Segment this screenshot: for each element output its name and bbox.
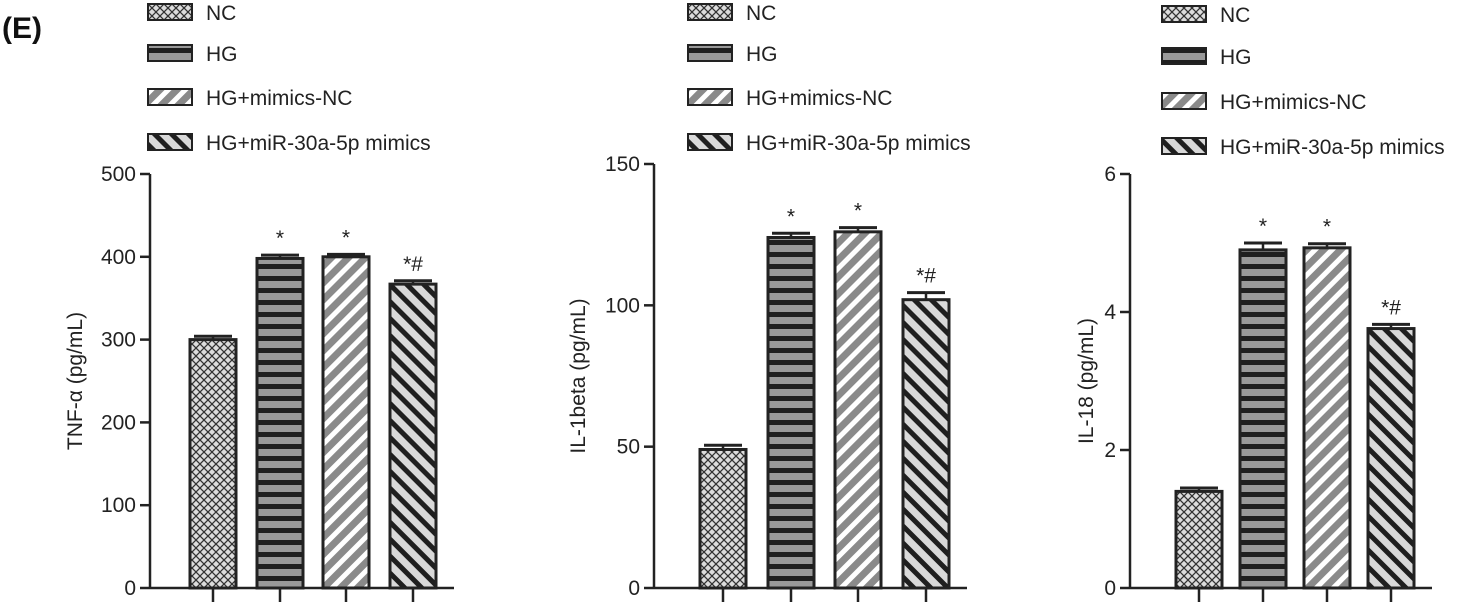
- y-tick-label: 100: [605, 294, 640, 317]
- y-tick-label: 50: [617, 436, 640, 459]
- y-tick-label: 0: [628, 577, 640, 600]
- y-tick-label: 500: [101, 163, 136, 186]
- significance-label: *#: [403, 253, 423, 276]
- bar-2: [1302, 246, 1352, 590]
- bar-3: [388, 282, 438, 590]
- significance-label: *: [854, 200, 862, 223]
- y-tick-label: 100: [101, 494, 136, 517]
- legend-swatch-0: [687, 3, 733, 21]
- y-axis-label: IL-1beta (pg/mL): [567, 298, 590, 453]
- y-tick-label: 4: [1104, 301, 1116, 324]
- bar-2: [321, 255, 371, 590]
- significance-label: *: [1323, 216, 1331, 239]
- legend-label-0: NC: [206, 2, 236, 25]
- legend-swatch-2: [1161, 92, 1207, 110]
- legend-swatch-2: [687, 88, 733, 106]
- bar-1: [766, 235, 816, 590]
- bar-3: [901, 298, 951, 590]
- legend-label-2: HG+mimics-NC: [1220, 91, 1366, 114]
- y-tick-label: 2: [1104, 439, 1116, 462]
- y-tick-label: 0: [124, 577, 136, 600]
- y-tick-label: 0: [1104, 577, 1116, 600]
- legend-label-0: NC: [1220, 4, 1250, 27]
- legend-label-1: HG: [1220, 46, 1252, 69]
- y-tick-label: 300: [101, 329, 136, 352]
- legend-label-3: HG+miR-30a-5p mimics: [746, 132, 971, 155]
- legend-swatch-2: [147, 88, 193, 106]
- significance-label: *: [1259, 215, 1267, 238]
- legend-swatch-1: [147, 44, 193, 62]
- legend-label-2: HG+mimics-NC: [746, 87, 892, 110]
- significance-label: *: [276, 227, 284, 250]
- legend-swatch-1: [687, 44, 733, 62]
- legend-swatch-0: [1161, 5, 1207, 23]
- y-tick-label: 200: [101, 411, 136, 434]
- legend-label-0: NC: [746, 2, 776, 25]
- y-axis-label: TNF-α (pg/mL): [64, 312, 87, 450]
- bar-2: [833, 230, 883, 590]
- legend-label-3: HG+miR-30a-5p mimics: [206, 132, 431, 155]
- y-tick-label: 400: [101, 246, 136, 269]
- il-1beta-chart: NC HG HG+mimics-NC HG+miR-30a-5p mimics 0 50 1…: [567, 2, 971, 602]
- significance-label: *#: [1381, 296, 1401, 319]
- legend-swatch-3: [147, 133, 193, 151]
- legend-swatch-0: [147, 3, 193, 21]
- legend-label-2: HG+mimics-NC: [206, 87, 352, 110]
- significance-label: *: [342, 226, 350, 249]
- il-18-chart: NC HG HG+mimics-NC HG+miR-30a-5p mimics 0 2 4 6…: [1075, 4, 1445, 602]
- legend-swatch-1: [1161, 47, 1207, 65]
- bar-1: [1238, 248, 1288, 590]
- significance-label: *: [787, 205, 795, 228]
- bar-0: [188, 338, 238, 590]
- y-tick-label: 150: [605, 153, 640, 176]
- legend-swatch-3: [687, 133, 733, 151]
- y-axis-label: IL-18 (pg/mL): [1075, 318, 1098, 444]
- bar-1: [255, 256, 305, 590]
- bar-0: [1174, 489, 1224, 590]
- legend-swatch-3: [1161, 137, 1207, 155]
- legend-label-3: HG+miR-30a-5p mimics: [1220, 136, 1445, 159]
- bar-3: [1366, 327, 1416, 590]
- bar-0: [698, 447, 748, 590]
- y-tick-label: 6: [1104, 163, 1116, 186]
- legend-label-1: HG: [206, 43, 238, 66]
- tnf-alpha-chart: NC HG HG+mimics-NC HG+miR-30a-5p mimics 0 100…: [64, 2, 454, 602]
- significance-label: *#: [916, 265, 936, 288]
- panel-label: (E): [2, 12, 42, 45]
- legend-label-1: HG: [746, 43, 778, 66]
